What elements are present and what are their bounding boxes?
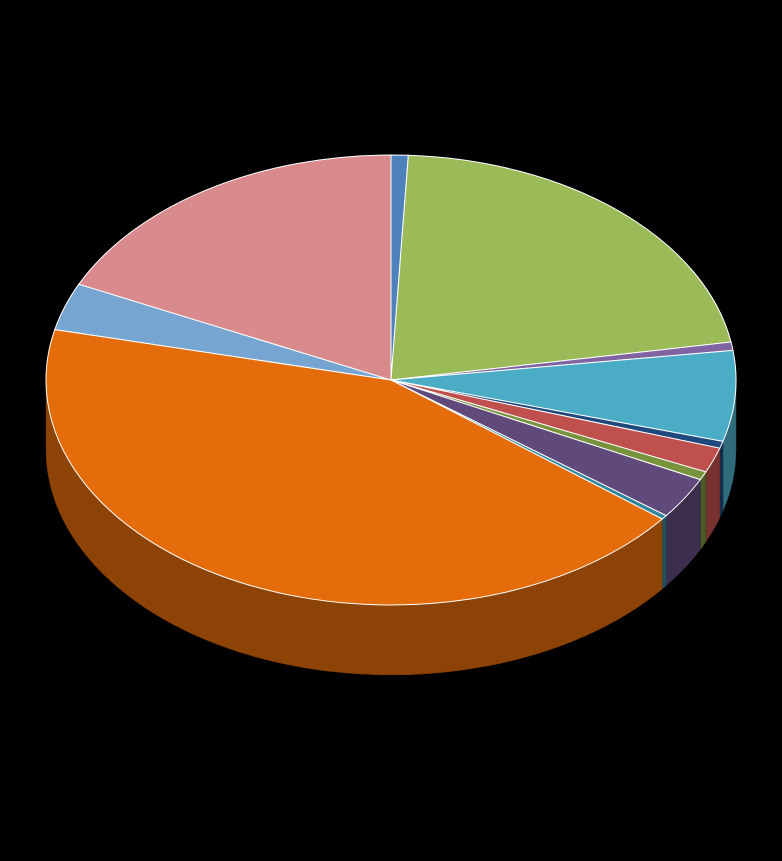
pie-side-slice-7 [700,472,706,550]
pie-3d-chart [0,0,782,861]
pie-side-slice-9 [662,516,666,589]
pie-svg [0,0,782,861]
pie-slice-slice-2 [391,155,731,380]
pie-side-slice-5 [720,441,723,518]
